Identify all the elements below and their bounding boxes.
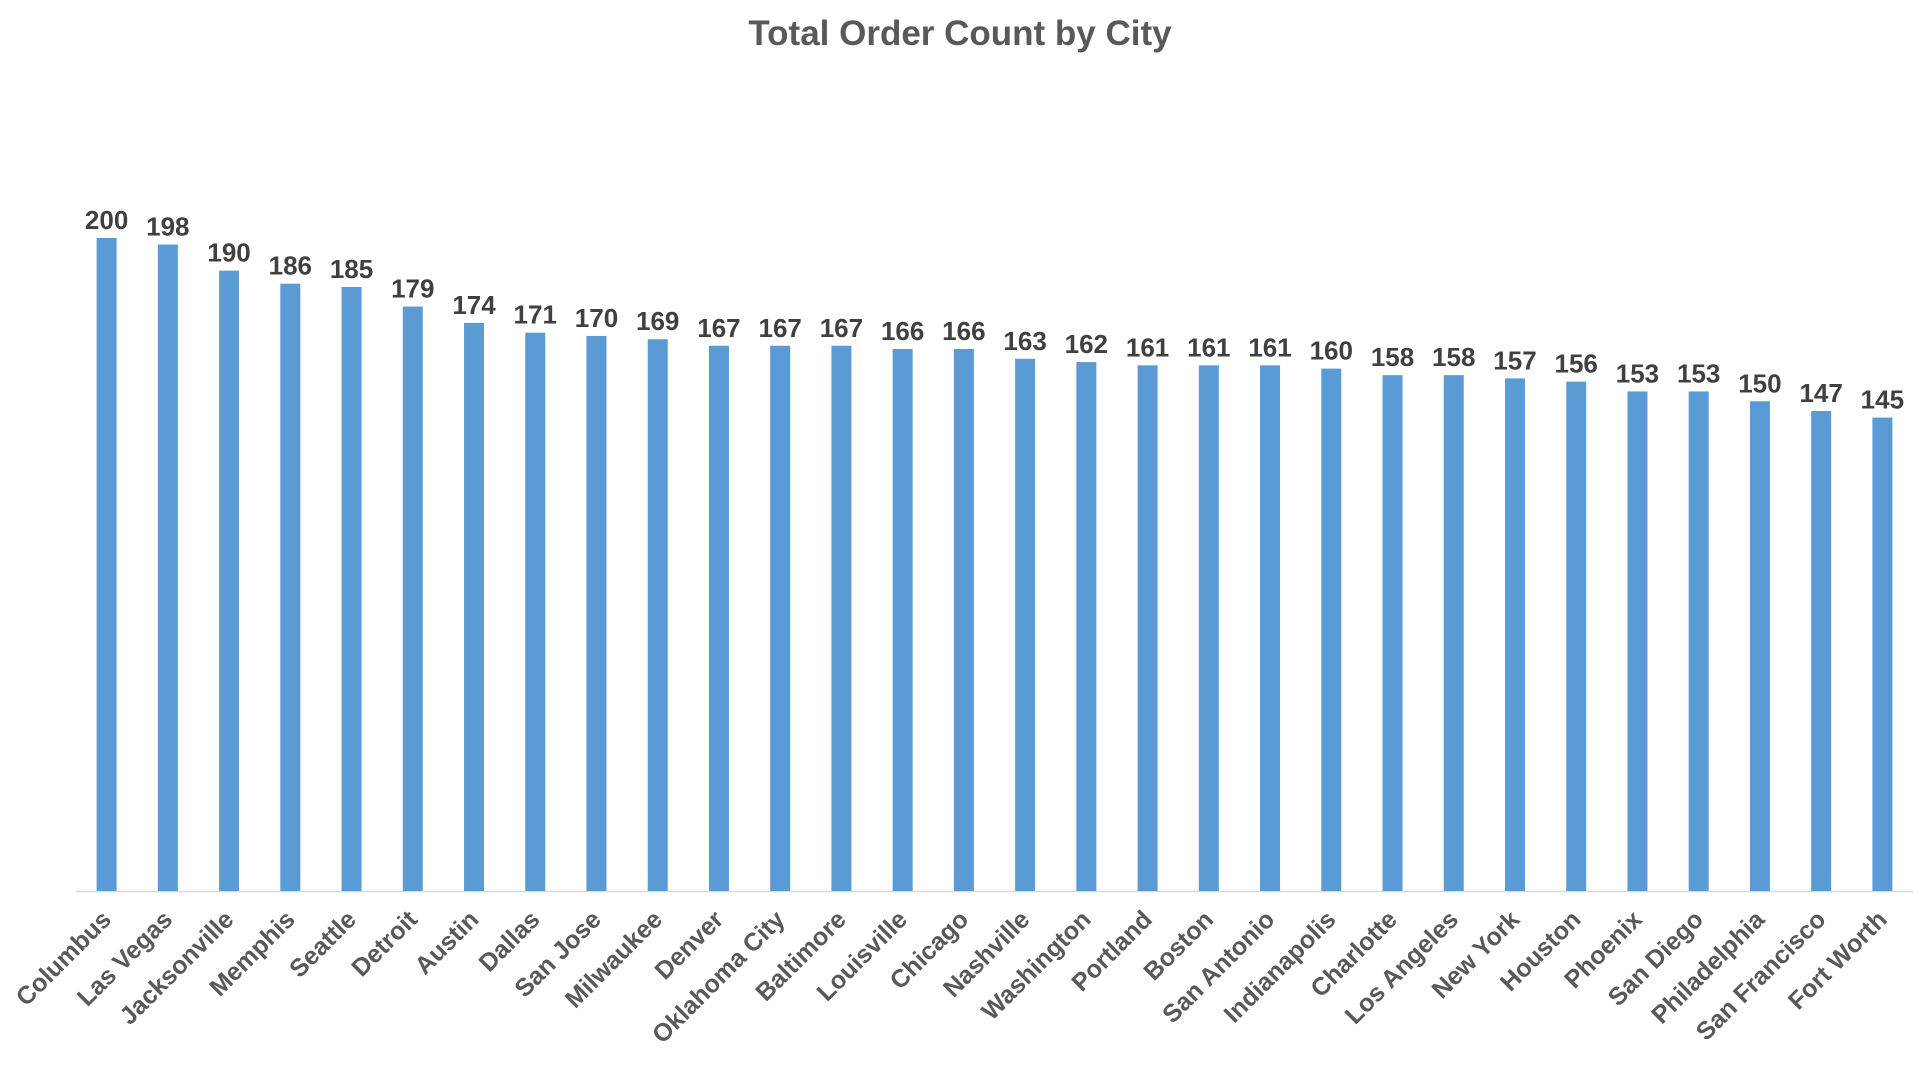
data-label: 161 (1248, 332, 1291, 362)
data-label: 200 (85, 205, 128, 235)
data-label: 153 (1677, 358, 1720, 388)
data-label: 174 (452, 290, 496, 320)
data-label: 167 (820, 313, 863, 343)
bar (1137, 365, 1158, 892)
data-label: 170 (575, 303, 618, 333)
data-label: 158 (1371, 342, 1414, 372)
bar (219, 270, 240, 891)
bar (1321, 368, 1342, 892)
data-label: 186 (269, 251, 312, 281)
data-label: 163 (1003, 326, 1046, 356)
data-label: 161 (1187, 332, 1230, 362)
data-label: 169 (636, 306, 679, 336)
data-label: 167 (697, 313, 740, 343)
bar (953, 349, 974, 891)
bar (1076, 362, 1097, 891)
data-label: 153 (1616, 358, 1659, 388)
bar (402, 306, 423, 891)
bar (1872, 417, 1893, 891)
data-label: 190 (207, 238, 250, 268)
bar (586, 335, 607, 891)
data-label: 157 (1493, 345, 1536, 375)
x-tick-label: Detroit (346, 905, 423, 982)
data-label: 166 (881, 316, 924, 346)
bar (1811, 411, 1832, 891)
bar (1566, 381, 1587, 891)
bar (280, 283, 301, 892)
data-label: 179 (391, 274, 434, 304)
data-label: 198 (146, 212, 189, 242)
bar (1688, 391, 1709, 891)
data-label: 171 (514, 300, 557, 330)
data-label: 158 (1432, 342, 1475, 372)
bar (464, 322, 485, 891)
data-label: 161 (1126, 332, 1169, 362)
bar (1443, 375, 1464, 891)
bar (1504, 378, 1525, 891)
data-label: 162 (1065, 329, 1108, 359)
bar (1260, 365, 1281, 892)
chart-title: Total Order Count by City (748, 14, 1172, 53)
bar (831, 345, 852, 891)
bar (1382, 375, 1403, 891)
bar (647, 339, 668, 892)
bar (1749, 401, 1770, 891)
data-label: 156 (1555, 349, 1598, 379)
x-tick-label: Austin (409, 905, 484, 980)
data-label: 147 (1799, 378, 1842, 408)
bar (1015, 358, 1036, 891)
bar (96, 238, 117, 891)
data-label: 185 (330, 254, 373, 284)
bar (341, 286, 362, 892)
data-label: 150 (1738, 368, 1781, 398)
bar (525, 332, 546, 891)
data-label: 167 (758, 313, 801, 343)
data-label: 166 (942, 316, 985, 346)
bar (770, 345, 791, 891)
bar (1627, 391, 1648, 891)
bar (1198, 365, 1219, 892)
x-tick-label: Seattle (284, 905, 362, 983)
bar (157, 244, 178, 891)
bar (708, 345, 729, 891)
data-label: 160 (1310, 336, 1353, 366)
bar (892, 349, 913, 891)
data-label: 145 (1861, 385, 1904, 415)
